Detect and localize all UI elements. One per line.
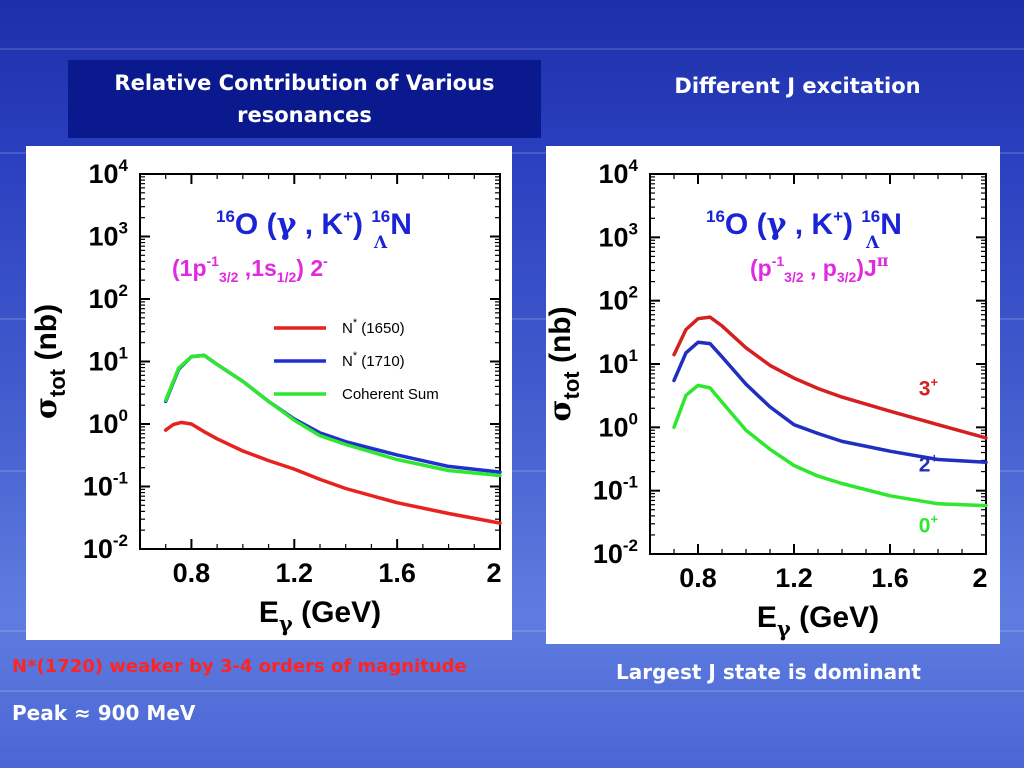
lambda-subscript: Λ xyxy=(373,233,388,253)
left-title: Relative Contribution of Various resonan… xyxy=(68,60,541,138)
x-axis-label: Eγ (GeV) xyxy=(757,601,879,641)
series-line-3- xyxy=(672,315,988,440)
y-tick-label: 102 xyxy=(88,281,128,314)
series-line-n-1710- xyxy=(163,353,502,474)
reaction-label: 16O (γ , K+) 16N xyxy=(706,207,902,242)
y-tick-label: 103 xyxy=(88,219,128,252)
y-tick-label: 10-2 xyxy=(593,536,638,569)
caption-peak: Peak ≈ 900 MeV xyxy=(12,701,196,725)
caption-n1720: N*(1720) weaker by 3-4 orders of magnitu… xyxy=(12,656,467,677)
y-tick-label: 100 xyxy=(88,406,128,439)
legend-label: N* (1650) xyxy=(342,317,405,337)
y-tick-label: 102 xyxy=(598,283,638,316)
x-tick-label: 1.2 xyxy=(775,563,813,593)
left-chart-panel: 104 103 102 101 100 10-1 10-2 0.8 1.2 1.6 2 Eγ (GeV… xyxy=(26,146,512,640)
y-tick-label: 10-2 xyxy=(83,531,128,564)
right-chart-panel: 104 103 102 101 100 10-1 10-2 0.8 1.2 1.6 2 Eγ (GeV… xyxy=(546,146,1000,644)
right-title: Different J excitation xyxy=(674,74,921,98)
series-label-3: 3+ xyxy=(919,374,939,400)
y-tick-label: 101 xyxy=(88,344,128,377)
y-tick-label: 100 xyxy=(598,409,638,442)
series-line-n-1650- xyxy=(163,420,502,525)
y-axis-label: σtot (nb) xyxy=(546,306,584,421)
series-label-2: 2+ xyxy=(919,451,939,477)
y-axis-label: σtot (nb) xyxy=(29,304,70,419)
state-label: (p-13/2 , p3/2)Jπ xyxy=(750,251,889,285)
series-line-0- xyxy=(672,383,988,508)
x-tick-label: 1.6 xyxy=(378,558,416,588)
reaction-label: 16O (γ , K+) 16N xyxy=(216,207,412,242)
series-line-2- xyxy=(672,340,988,465)
y-tick-label: 104 xyxy=(598,156,638,189)
series-label-0: 0+ xyxy=(919,511,939,537)
x-tick-label: 1.6 xyxy=(871,563,909,593)
y-tick-label: 101 xyxy=(598,346,638,379)
legend-label: Coherent Sum xyxy=(342,386,439,403)
x-axis-label: Eγ (GeV) xyxy=(259,596,381,636)
x-tick-label: 2 xyxy=(972,563,987,593)
x-tick-label: 0.8 xyxy=(679,563,717,593)
lambda-subscript: Λ xyxy=(865,233,880,253)
y-tick-label: 104 xyxy=(88,156,128,189)
x-tick-label: 0.8 xyxy=(173,558,211,588)
legend-label: N* (1710) xyxy=(342,350,405,370)
x-tick-label: 2 xyxy=(486,558,501,588)
y-tick-label: 103 xyxy=(598,219,638,252)
right-chart: 104 103 102 101 100 10-1 10-2 0.8 1.2 1.6 2 Eγ (GeV… xyxy=(546,156,988,641)
y-tick-label: 10-1 xyxy=(83,469,128,502)
left-chart: 104 103 102 101 100 10-1 10-2 0.8 1.2 1.6 2 Eγ (GeV… xyxy=(29,156,502,636)
state-label: (1p-13/2 ,1s1/2) 2- xyxy=(172,253,328,285)
caption-largest-j: Largest J state is dominant xyxy=(616,660,921,684)
series-line-coherent-sum xyxy=(163,353,502,478)
y-tick-label: 10-1 xyxy=(593,473,638,506)
x-tick-label: 1.2 xyxy=(276,558,314,588)
